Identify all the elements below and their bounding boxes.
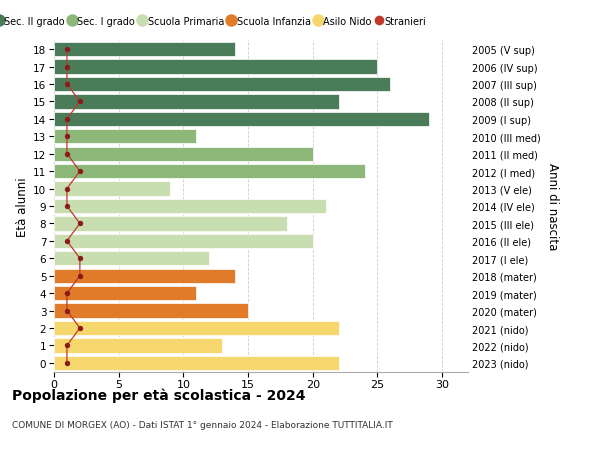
Bar: [54, 339, 222, 353]
Point: [62, 342, 72, 349]
Point: [62, 307, 72, 314]
Bar: [54, 217, 287, 231]
Bar: [54, 95, 338, 109]
Bar: [54, 304, 248, 318]
Bar: [54, 147, 313, 162]
Bar: [54, 60, 377, 74]
Bar: [54, 234, 313, 248]
Point: [75, 168, 85, 175]
Point: [75, 99, 85, 106]
Point: [62, 359, 72, 367]
Bar: [54, 182, 170, 196]
Text: Popolazione per età scolastica - 2024: Popolazione per età scolastica - 2024: [12, 388, 305, 403]
Bar: [54, 78, 391, 92]
Bar: [54, 43, 235, 57]
Point: [75, 273, 85, 280]
Point: [75, 255, 85, 263]
Point: [62, 290, 72, 297]
Bar: [54, 321, 338, 336]
Point: [75, 325, 85, 332]
Point: [62, 185, 72, 193]
Bar: [54, 286, 196, 301]
Point: [62, 203, 72, 210]
Point: [62, 116, 72, 123]
Text: COMUNE DI MORGEX (AO) - Dati ISTAT 1° gennaio 2024 - Elaborazione TUTTITALIA.IT: COMUNE DI MORGEX (AO) - Dati ISTAT 1° ge…: [12, 420, 393, 429]
Bar: [54, 269, 235, 283]
Legend: Sec. II grado, Sec. I grado, Scuola Primaria, Scuola Infanzia, Asilo Nido, Stran: Sec. II grado, Sec. I grado, Scuola Prim…: [0, 13, 430, 31]
Y-axis label: Età alunni: Età alunni: [16, 177, 29, 236]
Point: [62, 151, 72, 158]
Bar: [54, 252, 209, 266]
Point: [62, 46, 72, 54]
Bar: [54, 165, 365, 179]
Point: [62, 64, 72, 71]
Bar: [54, 356, 338, 370]
Point: [62, 133, 72, 140]
Y-axis label: Anni di nascita: Anni di nascita: [546, 163, 559, 250]
Bar: [54, 130, 196, 144]
Bar: [54, 199, 326, 214]
Point: [62, 81, 72, 89]
Bar: [54, 112, 429, 127]
Point: [75, 220, 85, 228]
Point: [62, 238, 72, 245]
